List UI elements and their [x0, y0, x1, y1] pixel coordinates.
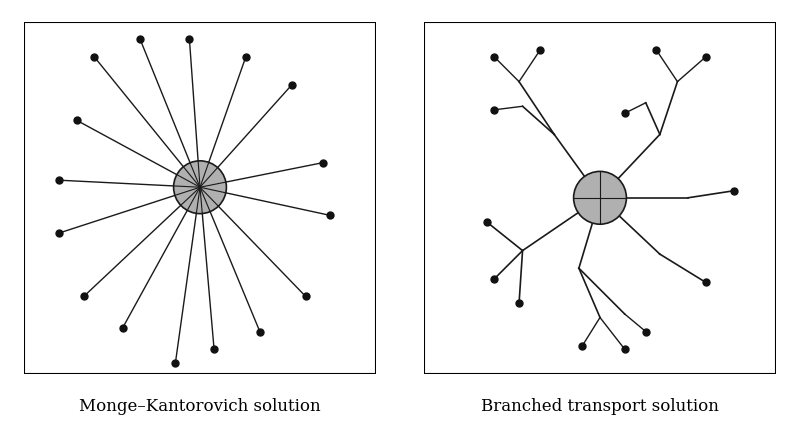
Text: Branched transport solution: Branched transport solution	[481, 399, 719, 415]
Circle shape	[574, 172, 626, 224]
Text: Monge–Kantorovich solution: Monge–Kantorovich solution	[79, 399, 321, 415]
Circle shape	[174, 161, 226, 214]
